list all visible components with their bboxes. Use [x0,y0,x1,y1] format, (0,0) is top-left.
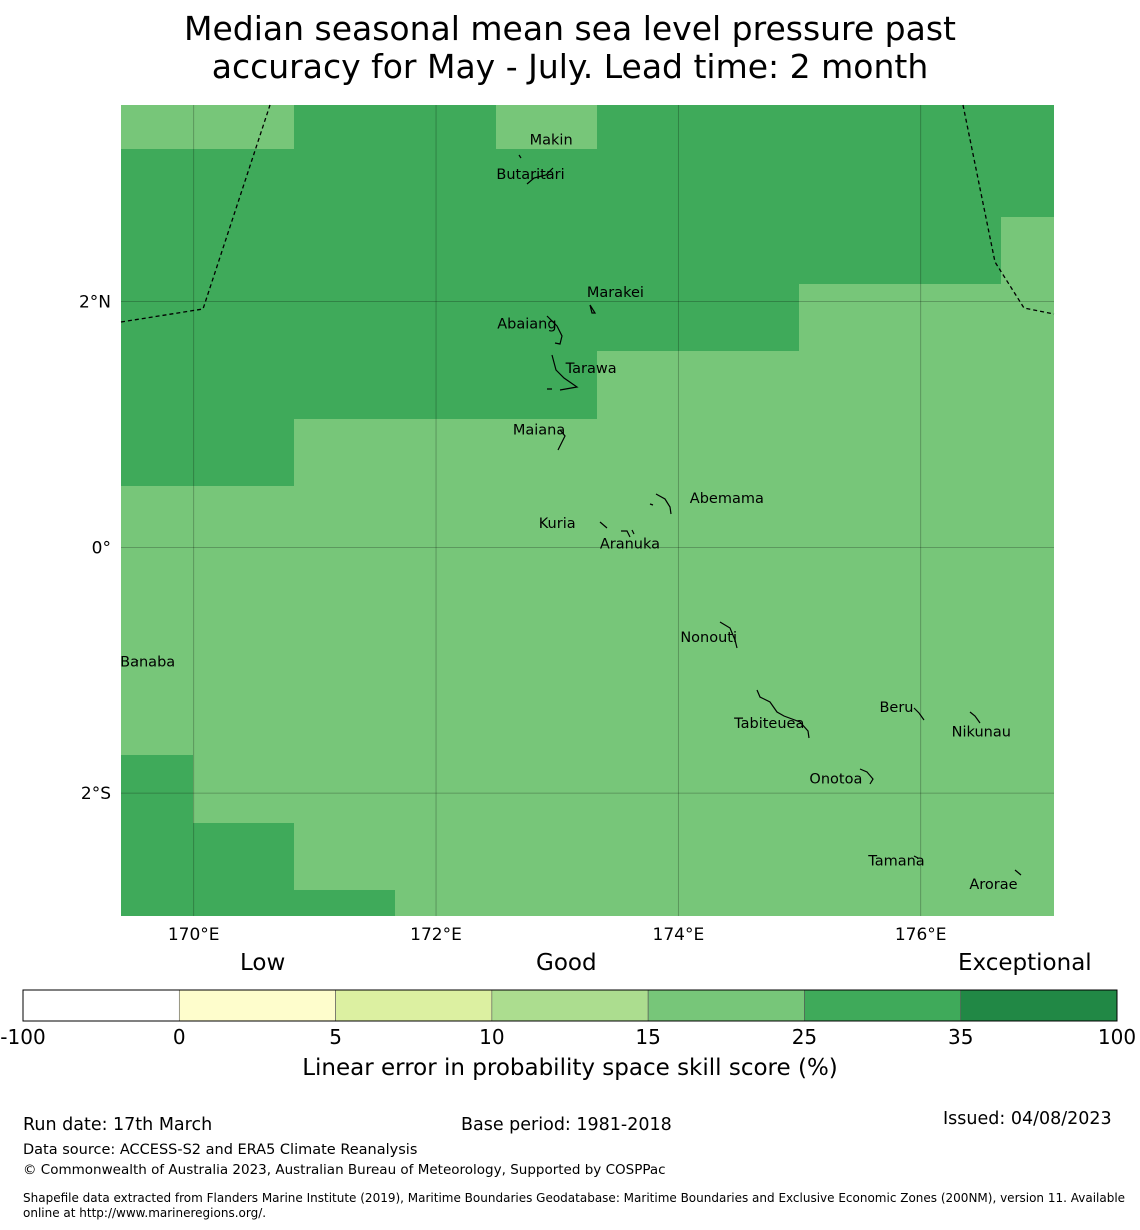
place-label-tamana: Tamana [867,854,924,870]
colorbar-segment [178,989,336,1022]
issued-date: Issued: 04/08/2023 [943,1109,1112,1129]
skill-cell [294,105,496,419]
place-label-banaba: Banaba [120,655,175,671]
base-period: Base period: 1981-2018 [461,1115,672,1135]
colorbar-segment [22,989,180,1022]
colorbar-segment [491,989,649,1022]
copyright: © Commonwealth of Australia 2023, Austra… [23,1162,666,1178]
skill-cell [121,755,193,916]
lon-tick-label: 176°E [895,925,947,945]
place-label-beru: Beru [879,700,913,716]
place-label-maiana: Maiana [513,422,565,438]
lat-tick-label: 2°N [79,293,111,313]
colorbar-category-good: Good [536,950,597,976]
lat-tick-label: 0° [92,538,111,558]
island-onotoa-outline [859,768,874,785]
island-tabiteuea-outline [756,689,810,739]
shapefile-credit-line-1: Shapefile data extracted from Flanders M… [23,1191,1126,1205]
place-label-abemama: Abemama [690,491,764,507]
place-label-tarawa: Tarawa [565,361,617,377]
place-labels: Makin Butaritari Marakei Abaiang Tarawa Maian… [120,132,1017,893]
island-tarawa-outline [547,354,579,391]
place-label-arorae: Arorae [969,877,1017,893]
colorbar-frame [22,989,1118,1022]
gridlines [121,105,1054,916]
place-label-kuria: Kuria [539,516,576,532]
skill-cell [193,823,294,916]
place-label-aranuka: Aranuka [600,537,660,553]
map-title: Median seasonal mean sea level pressure … [0,10,1140,86]
skill-cell [496,149,597,419]
shapefile-credit-line-2: online at http://www.marineregions.org/. [23,1206,267,1220]
island-beru-outline [913,707,925,721]
place-label-makin: Makin [530,132,573,148]
island-marakei-outline [589,304,597,314]
eez-boundary-east [962,104,1055,315]
skill-cell [121,149,294,486]
run-date: Run date: 17th March [23,1115,213,1135]
lon-tick-label: 170°E [168,925,220,945]
island-kuria-aranuka-outline [599,521,635,538]
colorbar-segment [335,989,493,1022]
island-abemama-outline [649,493,672,515]
colorbar [22,989,1118,1022]
eez-boundaries [120,104,1055,323]
place-label-tabiteuea: Tabiteuea [733,716,804,732]
place-label-onotoa: Onotoa [809,771,862,787]
island-makin-outline [518,154,522,159]
colorbar-tick-label: 10 [479,1025,505,1049]
island-outlines [135,154,1022,876]
colorbar-tick-label: 0 [172,1025,186,1049]
colorbar-tick-label: 100 [1097,1025,1137,1049]
place-label-nikunau: Nikunau [952,725,1011,741]
island-nonouti-outline [719,621,738,649]
title-line-1: Median seasonal mean sea level pressure … [184,9,956,48]
skill-grid [121,105,1054,916]
island-tamana-outline [913,855,919,859]
island-butaritari-outline [526,167,554,185]
skill-cell [294,890,395,916]
colorbar-title: Linear error in probability space skill … [302,1055,838,1081]
lon-tick-label: 172°E [410,925,462,945]
place-label-marakei: Marakei [587,285,644,301]
colorbar-tick-label: -100 [0,1025,46,1049]
title-line-2: accuracy for May - July. Lead time: 2 mo… [211,47,929,86]
skill-cell [799,105,1001,284]
colorbar-category-low: Low [240,950,286,976]
colorbar-tick-label: 5 [329,1025,342,1049]
island-banaba-outline [135,659,139,662]
lon-tick-label: 174°E [653,925,705,945]
island-abaiang-outline [546,315,563,345]
lat-tick-label: 2°S [81,784,111,804]
colorbar-tick-label: 35 [947,1025,974,1049]
place-label-butaritari: Butaritari [496,167,564,183]
data-source: Data source: ACCESS-S2 and ERA5 Climate … [23,1142,418,1158]
colorbar-tick-label: 15 [635,1025,661,1049]
skill-cell [1001,105,1054,217]
place-label-nonouti: Nonouti [680,630,737,646]
island-arorae-outline [1014,869,1022,876]
skill-cell [597,105,799,351]
colorbar-segment [647,989,805,1022]
colorbar-segment [804,989,962,1022]
map-figure: Makin Butaritari Marakei Abaiang Tarawa Maian… [79,104,1055,945]
colorbar-tick-label: 25 [791,1025,818,1049]
island-maiana-outline [557,429,566,451]
axis-labels: 170°E 172°E 174°E 176°E 2°N 0° 2°S [79,293,947,945]
colorbar-category-exceptional: Exceptional [958,950,1092,976]
colorbar-segment [960,989,1118,1022]
place-label-abaiang: Abaiang [497,317,556,333]
eez-boundary-west [120,104,271,323]
island-nikunau-outline [969,711,981,724]
